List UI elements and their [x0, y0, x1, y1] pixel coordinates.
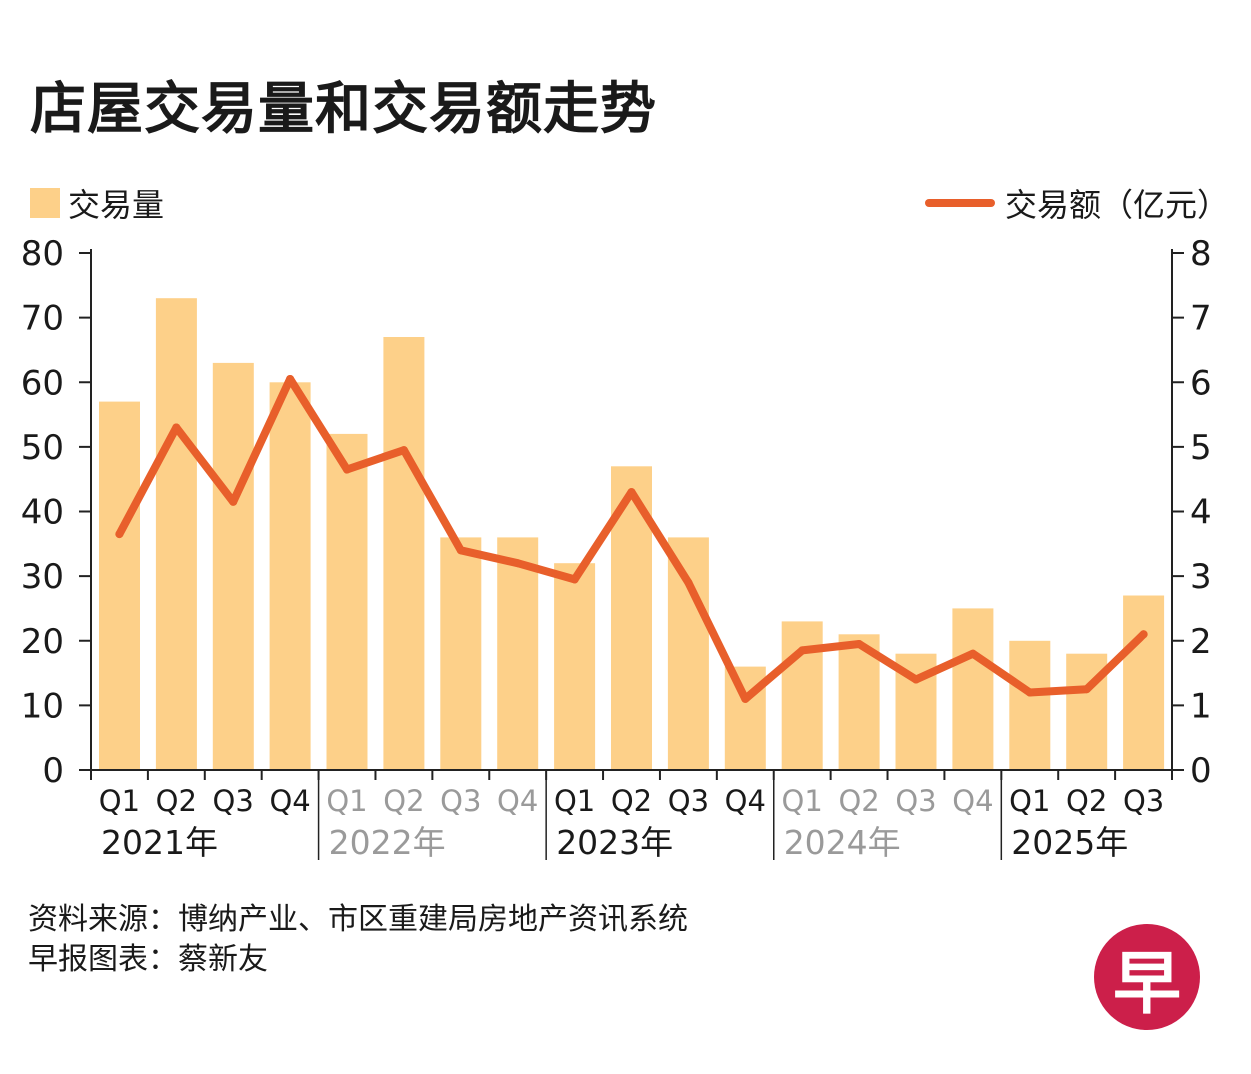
line-point: [115, 530, 124, 539]
line-point: [399, 446, 408, 455]
x-tick-label: Q1: [782, 784, 823, 818]
bar: [99, 401, 140, 770]
bar: [667, 537, 709, 770]
line-point: [570, 575, 579, 584]
legend-bar-swatch: [30, 188, 60, 218]
right-tick-label: 5: [1190, 428, 1212, 468]
legend-line-label: 交易额（亿元）: [1004, 186, 1229, 224]
bar: [212, 362, 254, 770]
line-point: [798, 646, 807, 655]
line-point: [172, 423, 181, 432]
line-point: [286, 375, 295, 383]
bar: [1123, 595, 1165, 770]
bar: [952, 608, 994, 770]
left-tick-label: 70: [21, 299, 64, 339]
line-point: [229, 497, 238, 506]
right-tick-label: 8: [1190, 234, 1212, 274]
bar: [440, 537, 482, 770]
right-tick-label: 4: [1190, 493, 1212, 533]
bar: [269, 382, 311, 771]
legend-line: 交易额（亿元）: [924, 180, 1229, 226]
credit-line: 早报图表：蔡新友: [28, 942, 268, 977]
right-tick-label: 6: [1190, 363, 1212, 403]
bars: [99, 298, 1165, 771]
left-tick-label: 40: [21, 493, 64, 533]
x-tick-label: Q2: [383, 784, 424, 818]
bar: [1009, 640, 1051, 771]
x-tick-label: Q4: [725, 784, 766, 818]
left-tick-label: 30: [21, 557, 64, 597]
x-tick-label: Q1: [554, 784, 595, 818]
legend-bar: 交易量: [30, 180, 164, 226]
line-point: [855, 640, 864, 648]
line-point: [343, 465, 351, 474]
year-label: 2024年: [784, 823, 901, 862]
line-point: [741, 694, 750, 703]
logo-text: 早: [1112, 944, 1181, 1024]
line-point: [912, 675, 920, 684]
x-tick-label: Q2: [1066, 784, 1107, 818]
bar: [554, 563, 596, 770]
bar: [497, 537, 539, 770]
line-layer: [115, 375, 1148, 703]
x-tick-label: Q4: [269, 784, 310, 818]
line-point: [513, 559, 522, 568]
x-tick-label: Q1: [99, 784, 140, 818]
source-line: 资料来源：博纳产业、市区重建局房地产资讯系统: [28, 902, 688, 937]
right-tick-label: 0: [1190, 751, 1212, 791]
x-tick-label: Q1: [1009, 784, 1050, 818]
line-point: [456, 546, 465, 555]
x-tick-label: Q2: [156, 784, 197, 818]
line-point: [968, 649, 977, 658]
right-tick-label: 1: [1190, 686, 1212, 726]
right-tick-label: 2: [1190, 622, 1212, 662]
bar: [326, 433, 368, 770]
line-point: [1139, 630, 1148, 639]
year-label: 2023年: [556, 823, 673, 862]
legend-bar-label: 交易量: [68, 186, 165, 224]
source-note: 资料来源：博纳产业、市区重建局房地产资讯系统 早报图表：蔡新友: [28, 900, 688, 980]
left-tick-label: 10: [21, 686, 64, 726]
year-label: 2021年: [101, 823, 218, 862]
left-tick-label: 80: [21, 234, 64, 274]
year-label: 2025年: [1011, 823, 1128, 862]
x-tick-label: Q3: [668, 784, 709, 818]
zaobao-logo: 早: [1094, 924, 1200, 1030]
bar: [781, 621, 823, 770]
line-point: [684, 578, 693, 587]
x-tick-label: Q2: [838, 784, 879, 818]
x-tick-label: Q3: [213, 784, 254, 818]
line-point: [627, 488, 636, 497]
left-tick-label: 20: [21, 622, 64, 662]
chart-title: 店屋交易量和交易额走势: [30, 77, 657, 142]
line-point: [1082, 685, 1091, 694]
left-tick-label: 0: [42, 751, 64, 791]
x-axis-labels: Q1 Q2 Q3 Q4 Q1 Q2 Q3 Q4 Q1 Q2 Q3 Q4 Q1 Q2 Q3 Q4 Q1 Q2 Q3 20…: [99, 770, 1164, 862]
x-tick-label: Q3: [440, 784, 481, 818]
x-tick-label: Q4: [952, 784, 993, 818]
year-label: 2022年: [329, 823, 446, 862]
left-tick-label: 60: [21, 363, 64, 403]
left-tick-label: 50: [21, 428, 64, 468]
axes: 0 10 20 30 40 50 60 70 80 0 1 2 3 4 5 6 7 8: [21, 234, 1212, 791]
x-tick-label: Q1: [326, 784, 367, 818]
bar: [383, 337, 425, 770]
x-tick-label: Q2: [611, 784, 652, 818]
legend-line-swatch: [924, 199, 995, 207]
right-tick-label: 7: [1190, 299, 1212, 339]
right-tick-label: 3: [1190, 557, 1212, 597]
bar: [155, 298, 197, 770]
x-tick-label: Q3: [1123, 784, 1164, 818]
line-point: [1025, 688, 1034, 697]
x-tick-label: Q4: [497, 784, 538, 818]
x-tick-label: Q3: [895, 784, 936, 818]
